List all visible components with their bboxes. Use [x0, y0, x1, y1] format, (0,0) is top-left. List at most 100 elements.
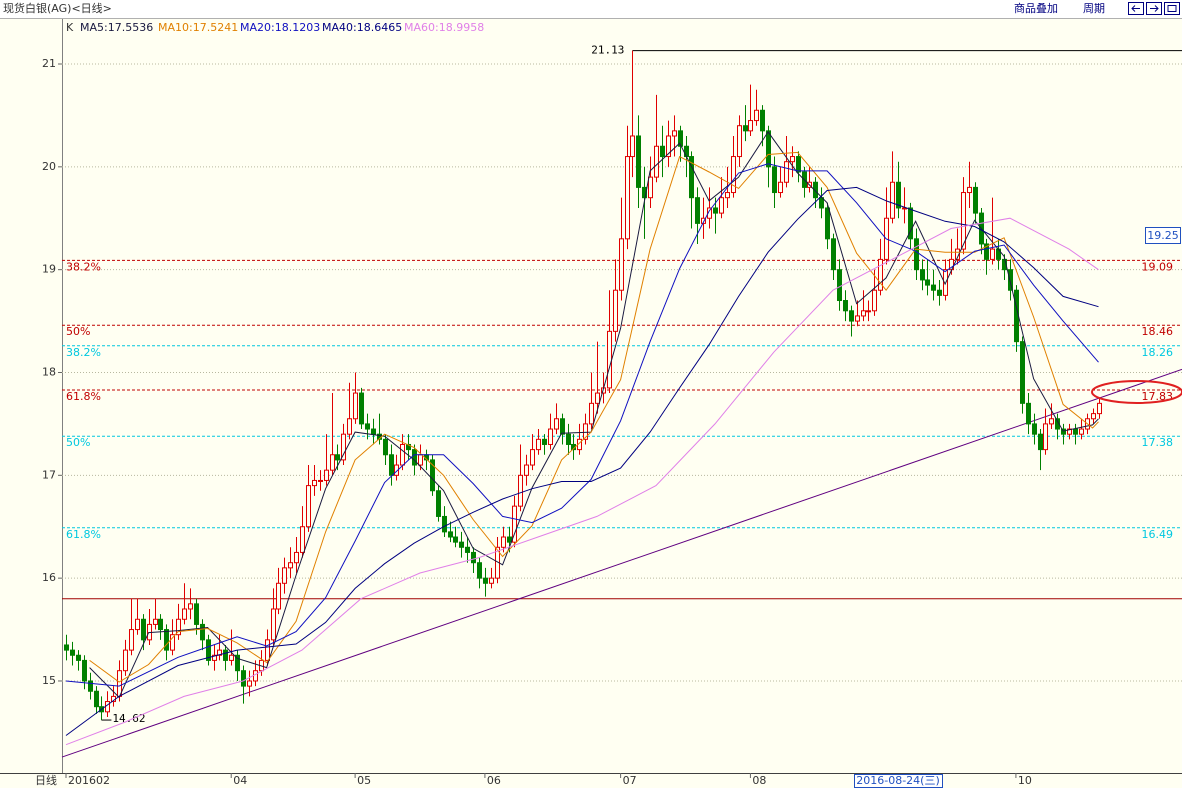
candle-body	[607, 330, 612, 389]
candle-body	[294, 551, 299, 564]
x-tick-label: 201602	[68, 774, 110, 787]
candle-body	[636, 135, 641, 188]
candle-body	[1043, 423, 1048, 451]
candle-body	[64, 644, 69, 651]
fib-ratio: 50%	[66, 325, 90, 338]
candle-body	[1014, 289, 1019, 343]
candle-body	[890, 181, 895, 219]
candle-body	[507, 536, 512, 543]
candle-body	[471, 551, 476, 564]
candle-body	[554, 418, 559, 430]
nav-icons[interactable]	[1128, 2, 1180, 15]
candle-body	[1061, 428, 1066, 435]
candle-body	[666, 135, 671, 158]
candle-body	[477, 562, 482, 579]
candle-body	[849, 310, 854, 322]
candle-body	[613, 289, 618, 332]
candle-body	[94, 690, 99, 708]
candle-body	[365, 423, 370, 430]
plot: 15 16 17 18 19 20 21 201602 04 05 06 07 08 10 38.2% 19.…	[42, 44, 1182, 787]
x-tick-label: 05	[357, 774, 371, 787]
candle-body	[790, 156, 795, 163]
x-axis-label: 日线	[35, 773, 57, 787]
candle-body	[566, 433, 571, 445]
candle-body	[760, 109, 765, 132]
candle-body	[737, 125, 742, 158]
candle-body	[217, 649, 222, 656]
candle-body	[76, 654, 81, 661]
candle-body	[825, 207, 830, 240]
ma-line	[89, 151, 1099, 683]
overlay-button[interactable]: 商品叠加	[1014, 1, 1058, 15]
candle-body	[925, 279, 930, 286]
candle-body	[265, 639, 270, 661]
y-tick-label: 19	[42, 263, 56, 276]
fib-price: 16.49	[1142, 528, 1174, 541]
x-tick-label: 04	[233, 774, 247, 787]
candle-body	[813, 181, 818, 199]
candle-body	[695, 197, 700, 224]
candle-body	[347, 418, 352, 435]
candle-body	[135, 618, 140, 631]
candle-body	[772, 166, 777, 194]
candle-body	[389, 454, 394, 476]
legend-k: K	[66, 21, 74, 34]
candle-body	[937, 289, 942, 296]
candle-body	[660, 145, 665, 158]
top-bar	[0, 0, 1182, 18]
candle-body	[1097, 402, 1102, 415]
candle-body	[489, 577, 494, 584]
price-tag-box	[1145, 227, 1181, 244]
candle-body	[105, 701, 110, 713]
candle-body	[524, 464, 529, 476]
candle-body	[560, 418, 565, 435]
x-tick-label: 08	[752, 774, 766, 787]
fib-ratio: 61.8%	[66, 528, 101, 541]
candle-body	[253, 670, 258, 682]
candle-body	[1020, 341, 1025, 404]
candle-body	[371, 428, 376, 435]
candle-body	[955, 248, 960, 260]
candle-body	[188, 603, 193, 610]
candle-body	[194, 603, 199, 625]
candle-body	[778, 181, 783, 194]
candle-body	[1049, 418, 1054, 425]
candle-body	[1032, 423, 1037, 435]
candle-body	[843, 300, 848, 312]
candle-body	[1008, 269, 1013, 291]
candle-body	[306, 485, 311, 528]
candle-body	[831, 238, 836, 271]
high-label: 21.13	[591, 44, 624, 57]
y-tick-label: 15	[42, 674, 56, 687]
y-tick-label: 16	[42, 571, 56, 584]
candle-body	[129, 629, 134, 651]
candle-body	[672, 130, 677, 137]
candle-body	[383, 438, 388, 456]
candle-body	[182, 608, 187, 620]
candle-body	[141, 618, 146, 641]
fib-ratio: 38.2%	[66, 260, 101, 273]
candle-body	[212, 654, 217, 661]
x-tick-label: 06	[487, 774, 501, 787]
candle-body	[796, 156, 801, 173]
ma-line	[65, 217, 1099, 746]
candle-body	[931, 284, 936, 291]
candle-body	[282, 567, 287, 584]
candle-body	[542, 438, 547, 445]
candle-body	[400, 443, 405, 466]
candle-body	[625, 156, 630, 240]
cursor-label: 2016-08-24(三)	[856, 774, 940, 787]
candle-body	[459, 541, 464, 548]
candle-body	[654, 145, 659, 178]
period-button[interactable]: 周期	[1083, 2, 1105, 15]
candle-body	[1091, 413, 1096, 420]
fib-ratio: 61.8%	[66, 390, 101, 403]
icon-max[interactable]	[1164, 2, 1180, 15]
candle-body	[967, 186, 972, 194]
candle-body	[324, 469, 329, 481]
candle-body	[902, 207, 907, 210]
candle-body	[548, 428, 553, 445]
candle-body	[206, 639, 211, 661]
candle-body	[878, 258, 883, 291]
